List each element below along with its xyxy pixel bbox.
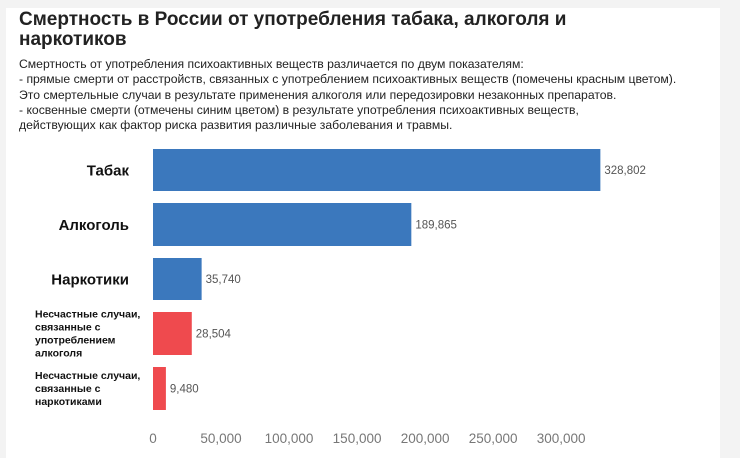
value-label: 189,865 — [415, 220, 457, 232]
description-line: действующих как фактор риска развития ра… — [19, 118, 453, 133]
category-label: Несчастные случаи, связанные с наркотиками — [35, 370, 140, 408]
x-tick-label: 300,000 — [537, 431, 586, 446]
category-label: Табак — [87, 162, 130, 179]
description-line: - прямые смерти от расстройств, связанны… — [19, 72, 677, 87]
bar — [153, 367, 166, 410]
description-line: Это смертельные случаи в результате прим… — [19, 87, 617, 102]
description-line: Смертность от употребления психоактивных… — [19, 57, 524, 71]
x-tick-label: 100,000 — [265, 431, 314, 446]
x-tick-label: 200,000 — [401, 431, 450, 446]
value-label: 28,504 — [196, 329, 232, 341]
description-line: - косвенные смерти (отмечены синим цвето… — [19, 102, 579, 117]
category-label: Алкоголь — [59, 217, 129, 234]
x-tick-label: 0 — [149, 431, 157, 446]
bar — [153, 312, 192, 355]
chart-card: Смертность в России от употребления таба… — [6, 8, 720, 458]
value-label: 9,480 — [170, 384, 199, 396]
x-tick-label: 150,000 — [333, 431, 382, 446]
chart-title: Смертность в России от употребления таба… — [19, 9, 567, 50]
x-tick-label: 50,000 — [200, 431, 241, 446]
value-label: 328,802 — [604, 165, 646, 177]
category-label: Несчастные случаи, связанные с употреблени… — [35, 309, 140, 360]
value-label: 35,740 — [206, 274, 241, 286]
bar — [153, 203, 412, 246]
bar — [153, 258, 202, 300]
category-label: Наркотики — [51, 271, 129, 288]
chart-description: Смертность от употребления психоактивных… — [19, 57, 719, 133]
x-tick-label: 250,000 — [469, 431, 518, 446]
bar — [153, 149, 601, 191]
